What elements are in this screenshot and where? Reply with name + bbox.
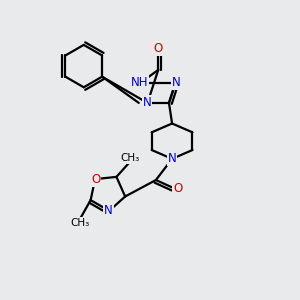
Text: N: N	[104, 204, 113, 217]
Text: CH₃: CH₃	[121, 153, 140, 163]
Text: N: N	[168, 152, 176, 165]
Text: CH₃: CH₃	[70, 218, 89, 228]
Text: N: N	[172, 76, 181, 89]
Text: O: O	[173, 182, 182, 195]
Text: O: O	[91, 172, 100, 186]
Text: N: N	[142, 96, 151, 109]
Text: NH: NH	[131, 76, 148, 89]
Text: O: O	[153, 42, 162, 55]
